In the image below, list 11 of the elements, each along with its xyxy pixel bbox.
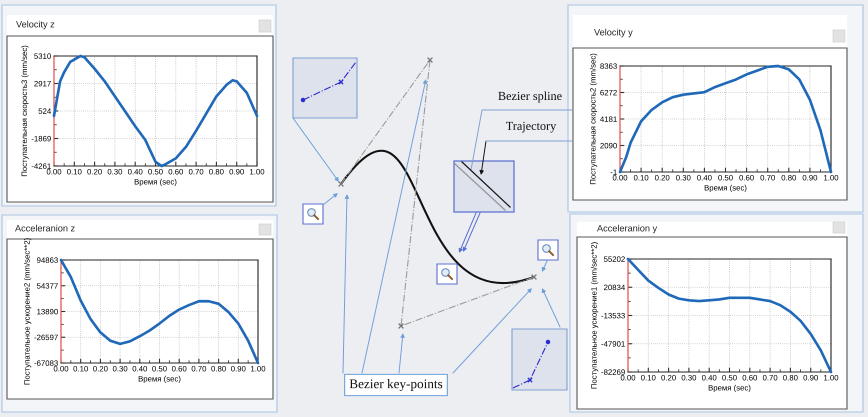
chart-title: Acceleranion y (597, 224, 658, 234)
line-series (626, 258, 832, 374)
chart-title: Velocity z (16, 20, 54, 30)
text: Trajectory (506, 122, 556, 133)
chart-title: Acceleranion z (15, 224, 75, 232)
text: Bezier key-points (350, 379, 442, 391)
line-series (618, 64, 832, 174)
text: Bezier spline (498, 91, 562, 103)
line-series (52, 54, 258, 168)
chart-title: Velocity y (594, 28, 633, 38)
line-series (60, 258, 260, 364)
